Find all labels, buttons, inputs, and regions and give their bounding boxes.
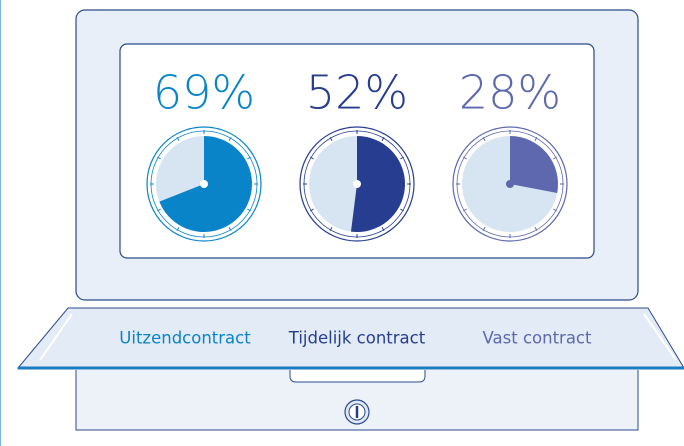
notch	[290, 370, 425, 382]
infographic: 69% Uitzendcontract 52% Tijdelijk contract 2…	[0, 0, 684, 446]
percent-label: 52%	[306, 66, 408, 120]
category-label: Tijdelijk contract	[288, 329, 426, 348]
percent-label: 69%	[153, 66, 255, 120]
clock-center	[506, 180, 514, 188]
clock-center	[200, 180, 208, 188]
category-label: Uitzendcontract	[119, 329, 251, 348]
percent-label: 28%	[459, 66, 561, 120]
category-label: Vast contract	[483, 329, 592, 348]
clock-center	[353, 180, 361, 188]
